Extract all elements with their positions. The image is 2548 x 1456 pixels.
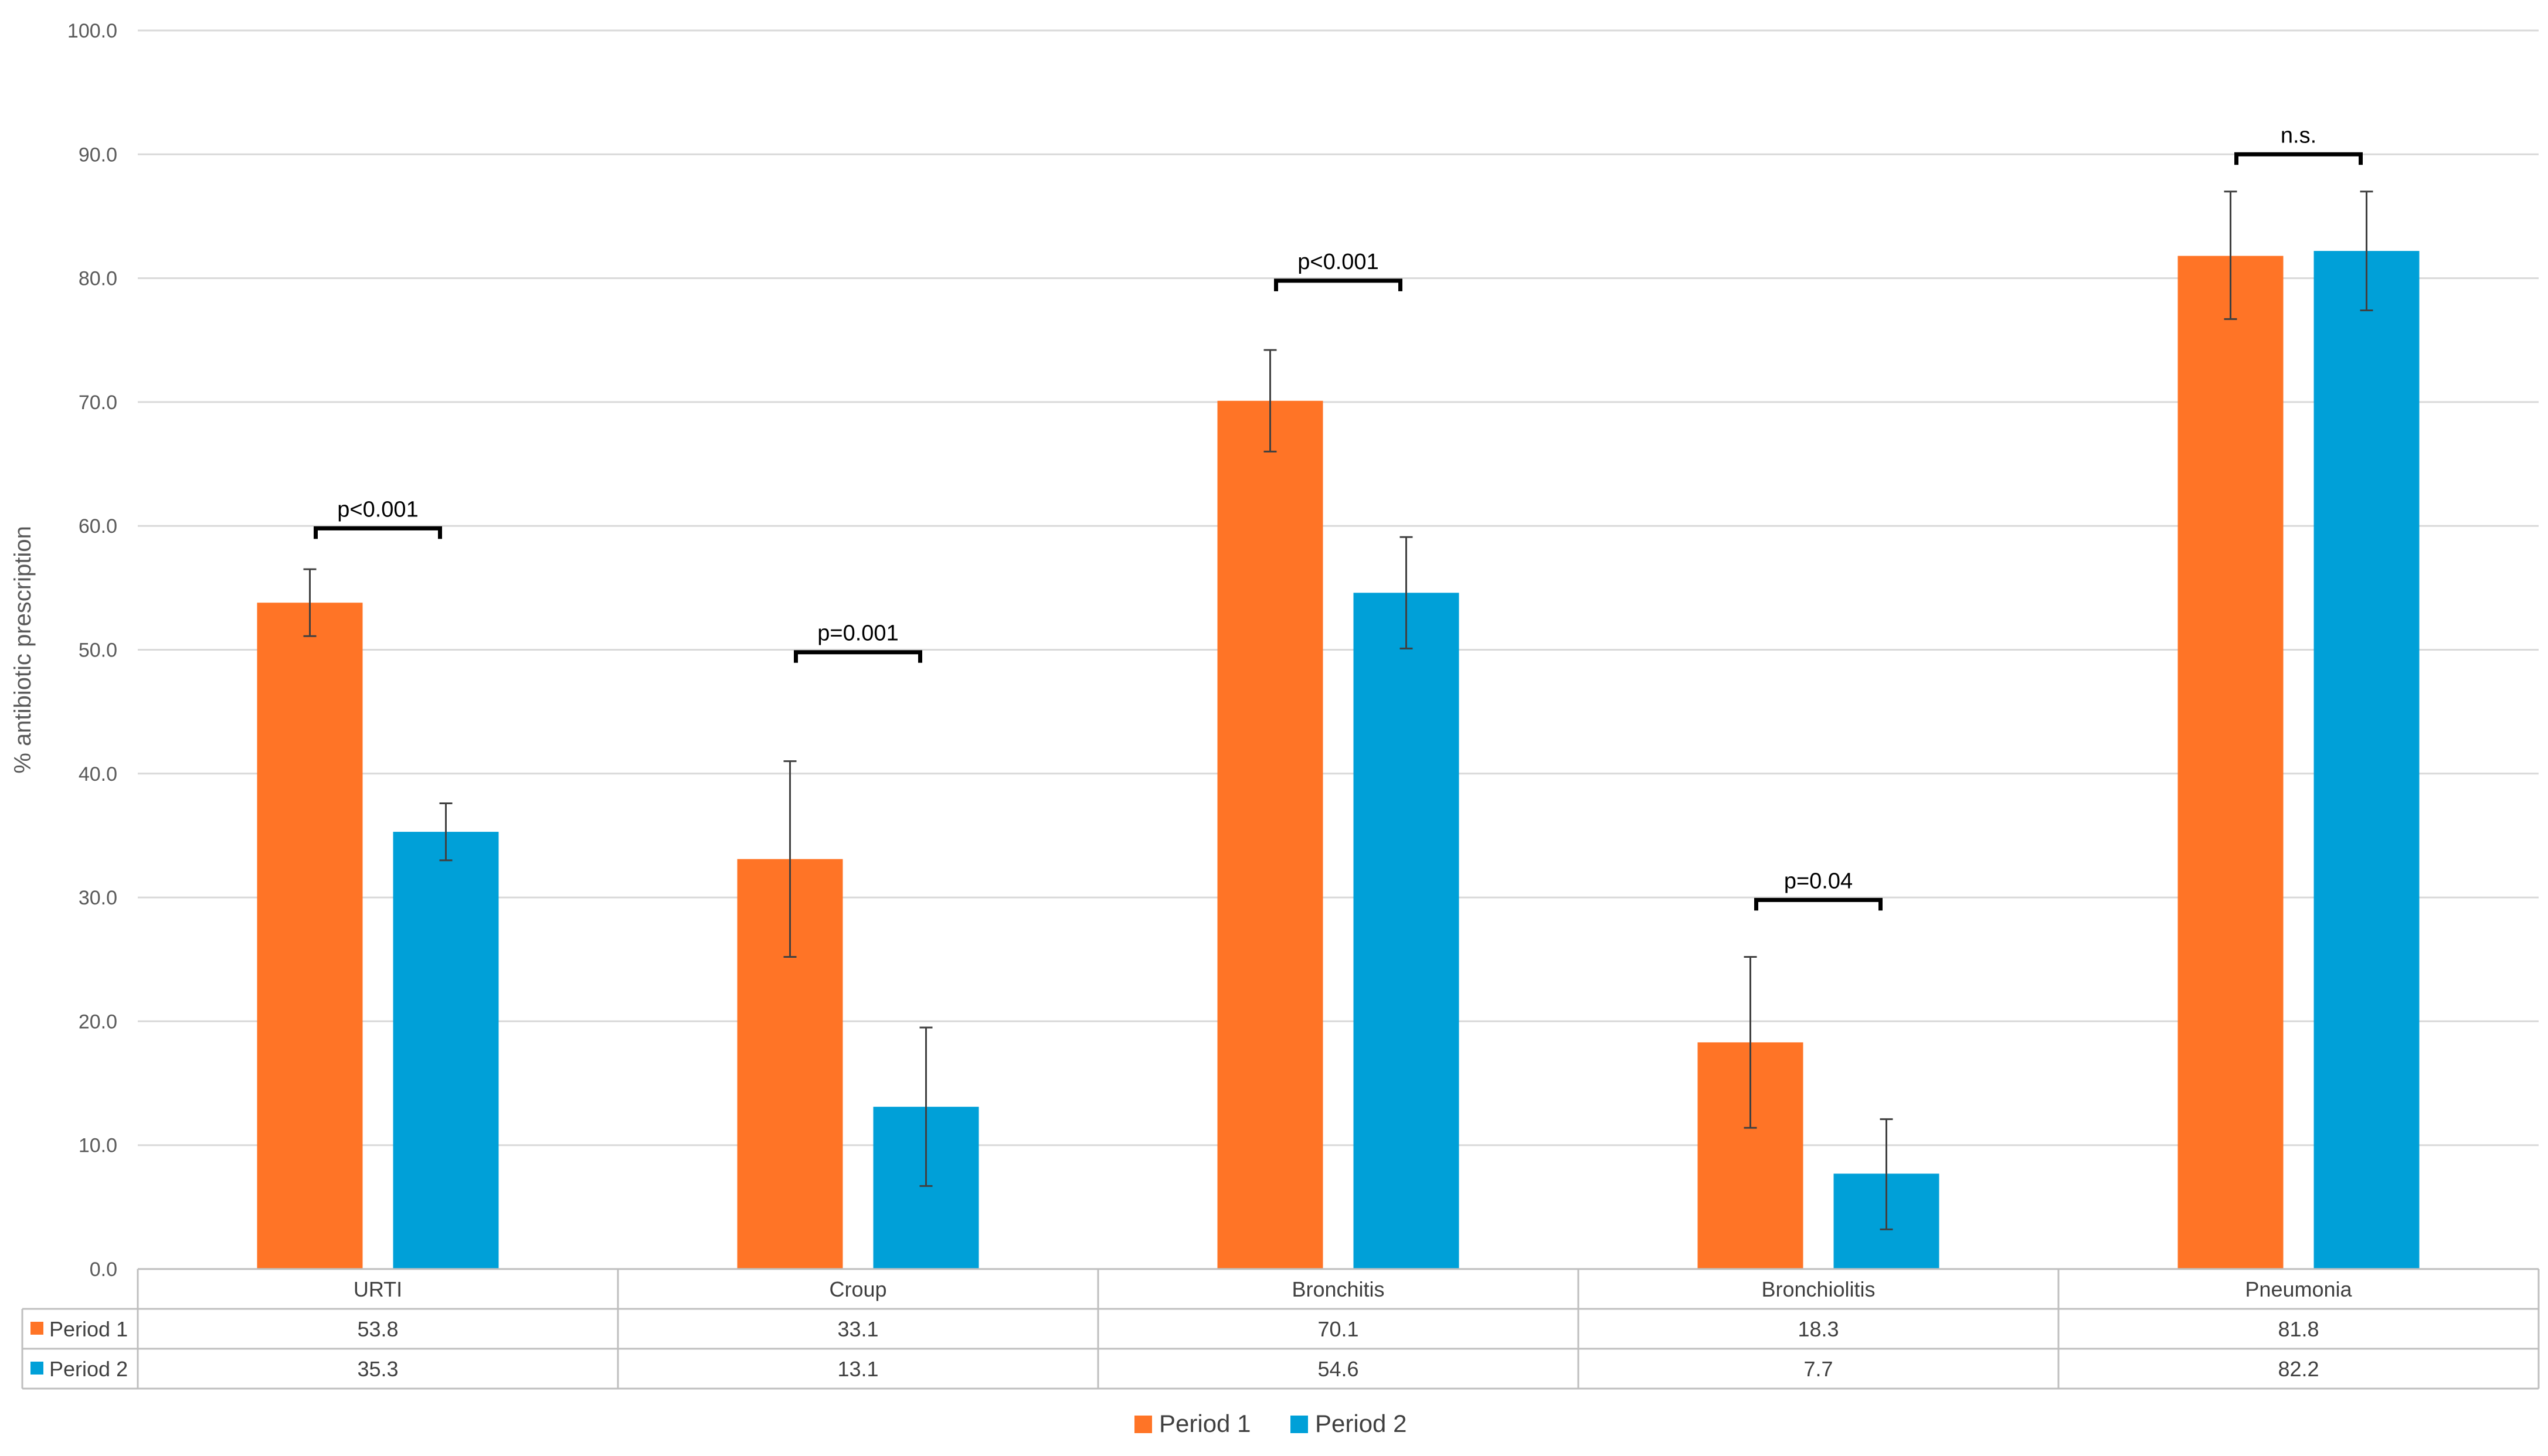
legend: Period 1 Period 2 <box>1134 1410 1407 1437</box>
y-tick-label: 20.0 <box>79 1011 117 1033</box>
row-legend-key <box>30 1322 43 1335</box>
bar-period-2-bronchitis <box>1353 593 1459 1269</box>
legend-swatch <box>1134 1416 1152 1433</box>
legend-label: Period 2 <box>1315 1410 1407 1437</box>
y-tick-label: 90.0 <box>79 144 117 166</box>
x-tick-label: Croup <box>829 1277 886 1301</box>
significance-label: n.s. <box>2281 123 2316 148</box>
table-cell-value: 13.1 <box>837 1357 878 1381</box>
row-legend-key <box>30 1362 43 1375</box>
table-cell-value: 18.3 <box>1798 1317 1839 1341</box>
x-tick-label: Pneumonia <box>2245 1277 2352 1301</box>
significance-label: p=0.001 <box>817 621 898 646</box>
y-tick-label: 30.0 <box>79 887 117 909</box>
row-series-name: Period 2 <box>49 1357 128 1381</box>
x-tick-label: Bronchiolitis <box>1761 1277 1875 1301</box>
row-series-name: Period 1 <box>49 1317 128 1341</box>
table-cell-value: 82.2 <box>2278 1357 2319 1381</box>
bars <box>257 251 2420 1269</box>
y-tick-label: 50.0 <box>79 639 117 662</box>
x-tick-label: URTI <box>354 1277 402 1301</box>
y-axis-ticks: 0.0 10.0 20.0 30.0 40.0 50.0 60.0 70.0 80.0 90.0 1… <box>67 20 117 1281</box>
data-table: URTI Croup Bronchitis Bronchiolitis Pneumoni… <box>21 1268 2540 1390</box>
bar-period-2-pneumonia <box>2313 251 2420 1269</box>
bar-period-2-urti <box>393 832 499 1269</box>
y-tick-label: 70.0 <box>79 392 117 414</box>
table-cell-value: 7.7 <box>1803 1357 1833 1381</box>
table-cell-value: 81.8 <box>2278 1317 2319 1341</box>
table-cell-value: 53.8 <box>357 1317 398 1341</box>
table-cell-value: 33.1 <box>837 1317 878 1341</box>
significance-annotations: p<0.001 p=0.001 p<0.001 p=0.04 n.s. <box>314 123 2363 911</box>
bar-period-1-pneumonia <box>2177 256 2284 1269</box>
y-tick-label: 80.0 <box>79 268 117 290</box>
error-bars <box>303 190 2373 1230</box>
significance-label: p=0.04 <box>1784 869 1853 893</box>
legend-swatch <box>1290 1416 1308 1433</box>
significance-label: p<0.001 <box>337 497 418 522</box>
y-tick-label: 40.0 <box>79 763 117 785</box>
bar-period-1-urti <box>257 603 363 1269</box>
y-tick-label: 60.0 <box>79 515 117 538</box>
significance-label: p<0.001 <box>1297 250 1378 274</box>
gridlines <box>138 29 2539 1270</box>
y-tick-label: 10.0 <box>79 1135 117 1157</box>
significance-bracket <box>1274 278 1402 291</box>
significance-bracket <box>2234 152 2363 165</box>
x-tick-label: Bronchitis <box>1292 1277 1384 1301</box>
bar-period-1-bronchitis <box>1217 400 1323 1269</box>
y-tick-label: 100.0 <box>67 20 117 42</box>
table-cell-value: 54.6 <box>1317 1357 1358 1381</box>
significance-bracket <box>314 526 442 539</box>
y-tick-label: 0.0 <box>90 1258 117 1281</box>
y-axis-label: % antibiotic prescription <box>10 526 36 773</box>
table-cell-value: 70.1 <box>1317 1317 1358 1341</box>
table-cell-value: 35.3 <box>357 1357 398 1381</box>
significance-bracket <box>1754 897 1883 911</box>
significance-bracket <box>794 650 922 663</box>
legend-label: Period 1 <box>1159 1410 1251 1437</box>
